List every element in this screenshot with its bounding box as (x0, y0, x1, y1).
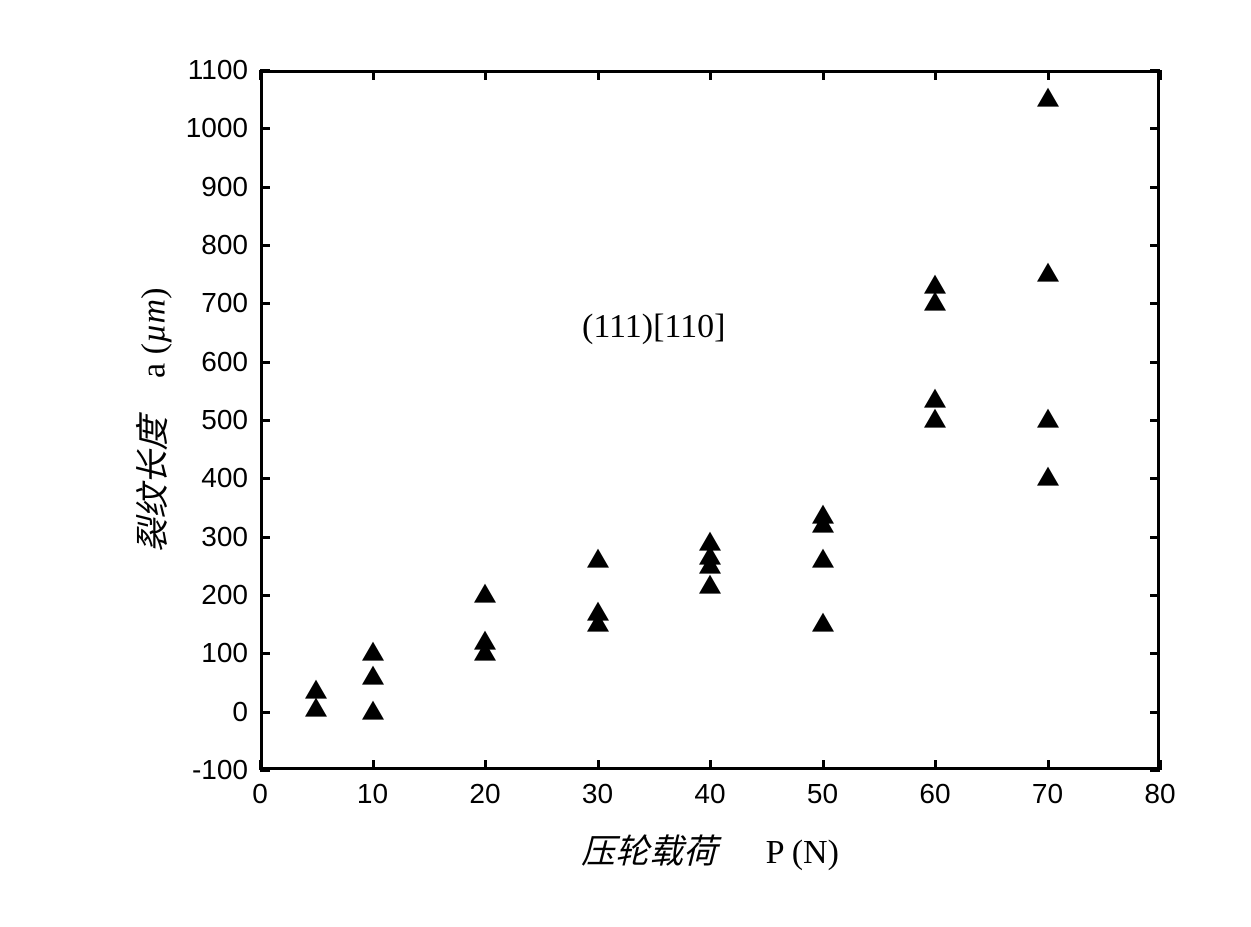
data-point (924, 292, 946, 311)
y-tick-right (1150, 769, 1160, 772)
y-tick-right (1150, 711, 1160, 714)
y-tick-label: 300 (201, 521, 248, 553)
data-point (474, 584, 496, 603)
y-tick (260, 652, 270, 655)
x-tick-top (934, 70, 937, 80)
data-point (474, 630, 496, 649)
x-tick-top (597, 70, 600, 80)
data-point (305, 697, 327, 716)
y-tick-label: -100 (192, 754, 248, 786)
x-tick-label: 80 (1144, 778, 1175, 810)
y-tick (260, 361, 270, 364)
x-tick (1047, 760, 1050, 770)
y-tick-label: 500 (201, 404, 248, 436)
x-tick-top (822, 70, 825, 80)
y-axis-label: 裂纹长度 a (µm) (126, 288, 175, 553)
x-axis-label-cjk: 压轮载荷 (581, 834, 717, 871)
y-tick-label: 100 (201, 637, 248, 669)
x-tick (597, 760, 600, 770)
y-tick-right (1150, 69, 1160, 72)
y-tick (260, 594, 270, 597)
x-tick-top (372, 70, 375, 80)
y-tick-right (1150, 186, 1160, 189)
data-point (699, 531, 721, 550)
y-tick-right (1150, 361, 1160, 364)
x-axis-label-latin: P (N) (766, 834, 839, 871)
data-point (362, 665, 384, 684)
x-tick-label: 50 (807, 778, 838, 810)
x-tick (934, 760, 937, 770)
y-tick (260, 477, 270, 480)
y-tick-right (1150, 477, 1160, 480)
data-point (812, 549, 834, 568)
y-tick-label: 600 (201, 346, 248, 378)
x-tick-top (484, 70, 487, 80)
y-tick-label: 700 (201, 287, 248, 319)
data-point (924, 388, 946, 407)
y-tick-label: 1000 (186, 112, 248, 144)
data-point (362, 642, 384, 661)
x-tick-label: 40 (694, 778, 725, 810)
x-tick-label: 0 (252, 778, 268, 810)
y-tick-right (1150, 302, 1160, 305)
y-tick (260, 711, 270, 714)
data-point (362, 700, 384, 719)
y-tick-right (1150, 419, 1160, 422)
data-point (924, 409, 946, 428)
y-tick (260, 302, 270, 305)
x-tick (484, 760, 487, 770)
x-tick (709, 760, 712, 770)
data-point (587, 601, 609, 620)
y-tick (260, 536, 270, 539)
y-axis-label-cjk: 裂纹长度 (136, 416, 173, 552)
x-tick-top (709, 70, 712, 80)
y-tick (260, 69, 270, 72)
data-point (587, 549, 609, 568)
y-tick (260, 186, 270, 189)
data-point (924, 274, 946, 293)
data-point (1037, 409, 1059, 428)
y-tick-right (1150, 652, 1160, 655)
y-tick-right (1150, 536, 1160, 539)
y-tick-label: 200 (201, 579, 248, 611)
data-point (1037, 467, 1059, 486)
x-tick (822, 760, 825, 770)
y-tick-right (1150, 244, 1160, 247)
scatter-chart: 01020304050607080-1000100200300400500600… (100, 30, 1180, 890)
y-tick-label: 0 (232, 696, 248, 728)
series-annotation: (111)[110] (582, 308, 726, 346)
data-point (305, 680, 327, 699)
x-tick-label: 30 (582, 778, 613, 810)
y-tick (260, 244, 270, 247)
x-tick (372, 760, 375, 770)
x-tick-top (1047, 70, 1050, 80)
y-axis-label-latin: a (µm) (136, 288, 173, 378)
data-point (812, 613, 834, 632)
data-point (699, 575, 721, 594)
x-tick-label: 10 (357, 778, 388, 810)
y-tick (260, 769, 270, 772)
x-tick-label: 60 (919, 778, 950, 810)
data-point (1037, 88, 1059, 107)
data-point (1037, 263, 1059, 282)
y-tick (260, 127, 270, 130)
data-point (812, 505, 834, 524)
y-tick-label: 1100 (188, 54, 248, 86)
y-tick-label: 800 (201, 229, 248, 261)
plot-area (260, 70, 1160, 770)
x-axis-label: 压轮载荷 P (N) (581, 824, 839, 873)
y-tick-label: 900 (201, 171, 248, 203)
y-tick-label: 400 (201, 462, 248, 494)
y-tick-right (1150, 127, 1160, 130)
x-tick-label: 70 (1032, 778, 1063, 810)
y-tick-right (1150, 594, 1160, 597)
x-tick-label: 20 (469, 778, 500, 810)
y-tick (260, 419, 270, 422)
